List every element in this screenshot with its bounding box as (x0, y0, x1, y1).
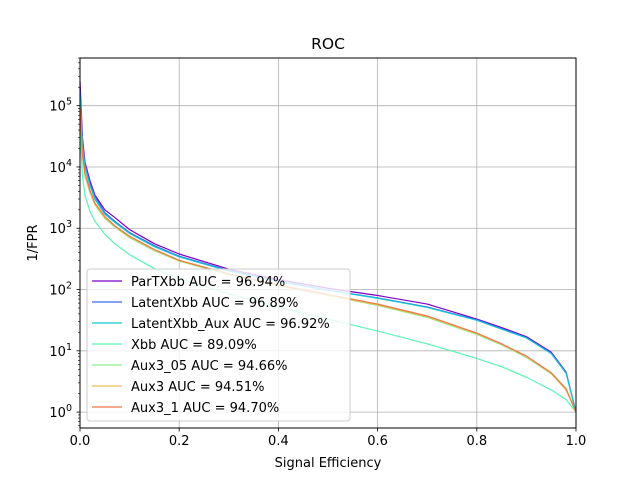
legend-box (86, 268, 351, 422)
legend-label: ParTXbb AUC = 96.94% (131, 275, 285, 290)
plot-frame (79, 57, 577, 429)
legend-label: Aux3_1 AUC = 94.70% (131, 401, 279, 416)
y-tick-label: 100 (49, 403, 72, 421)
y-tick-label: 101 (49, 342, 72, 360)
x-axis-label: Signal Efficiency (275, 456, 382, 471)
y-axis-label: 1/FPR (26, 224, 41, 261)
x-tick-label: 0.6 (367, 434, 388, 449)
legend: ParTXbb AUC = 96.94% LatentXbb AUC = 96.8… (86, 268, 351, 422)
x-tick-label: 0.0 (70, 434, 91, 449)
legend-label: LatentXbb_Aux AUC = 96.92% (131, 317, 330, 332)
x-tick-label: 1.0 (566, 434, 587, 449)
x-tick-label: 0.8 (466, 434, 487, 449)
y-tick-label: 102 (49, 281, 72, 299)
x-tick-label: 0.2 (169, 434, 190, 449)
legend-label: Aux3 AUC = 94.51% (131, 380, 264, 395)
x-tick-label: 0.4 (268, 434, 289, 449)
legend-label: LatentXbb AUC = 96.89% (131, 296, 298, 311)
axis-ticks: 0.0 0.2 0.4 0.6 0.8 1.0 100 101 102 103 104 105 (49, 57, 587, 449)
legend-label: Aux3_05 AUC = 94.66% (131, 359, 287, 374)
y-tick-label: 104 (49, 158, 72, 176)
legend-label: Xbb AUC = 89.09% (131, 338, 257, 353)
chart-title: ROC (311, 35, 345, 53)
y-tick-label: 105 (49, 97, 72, 115)
y-tick-label: 103 (49, 219, 72, 237)
